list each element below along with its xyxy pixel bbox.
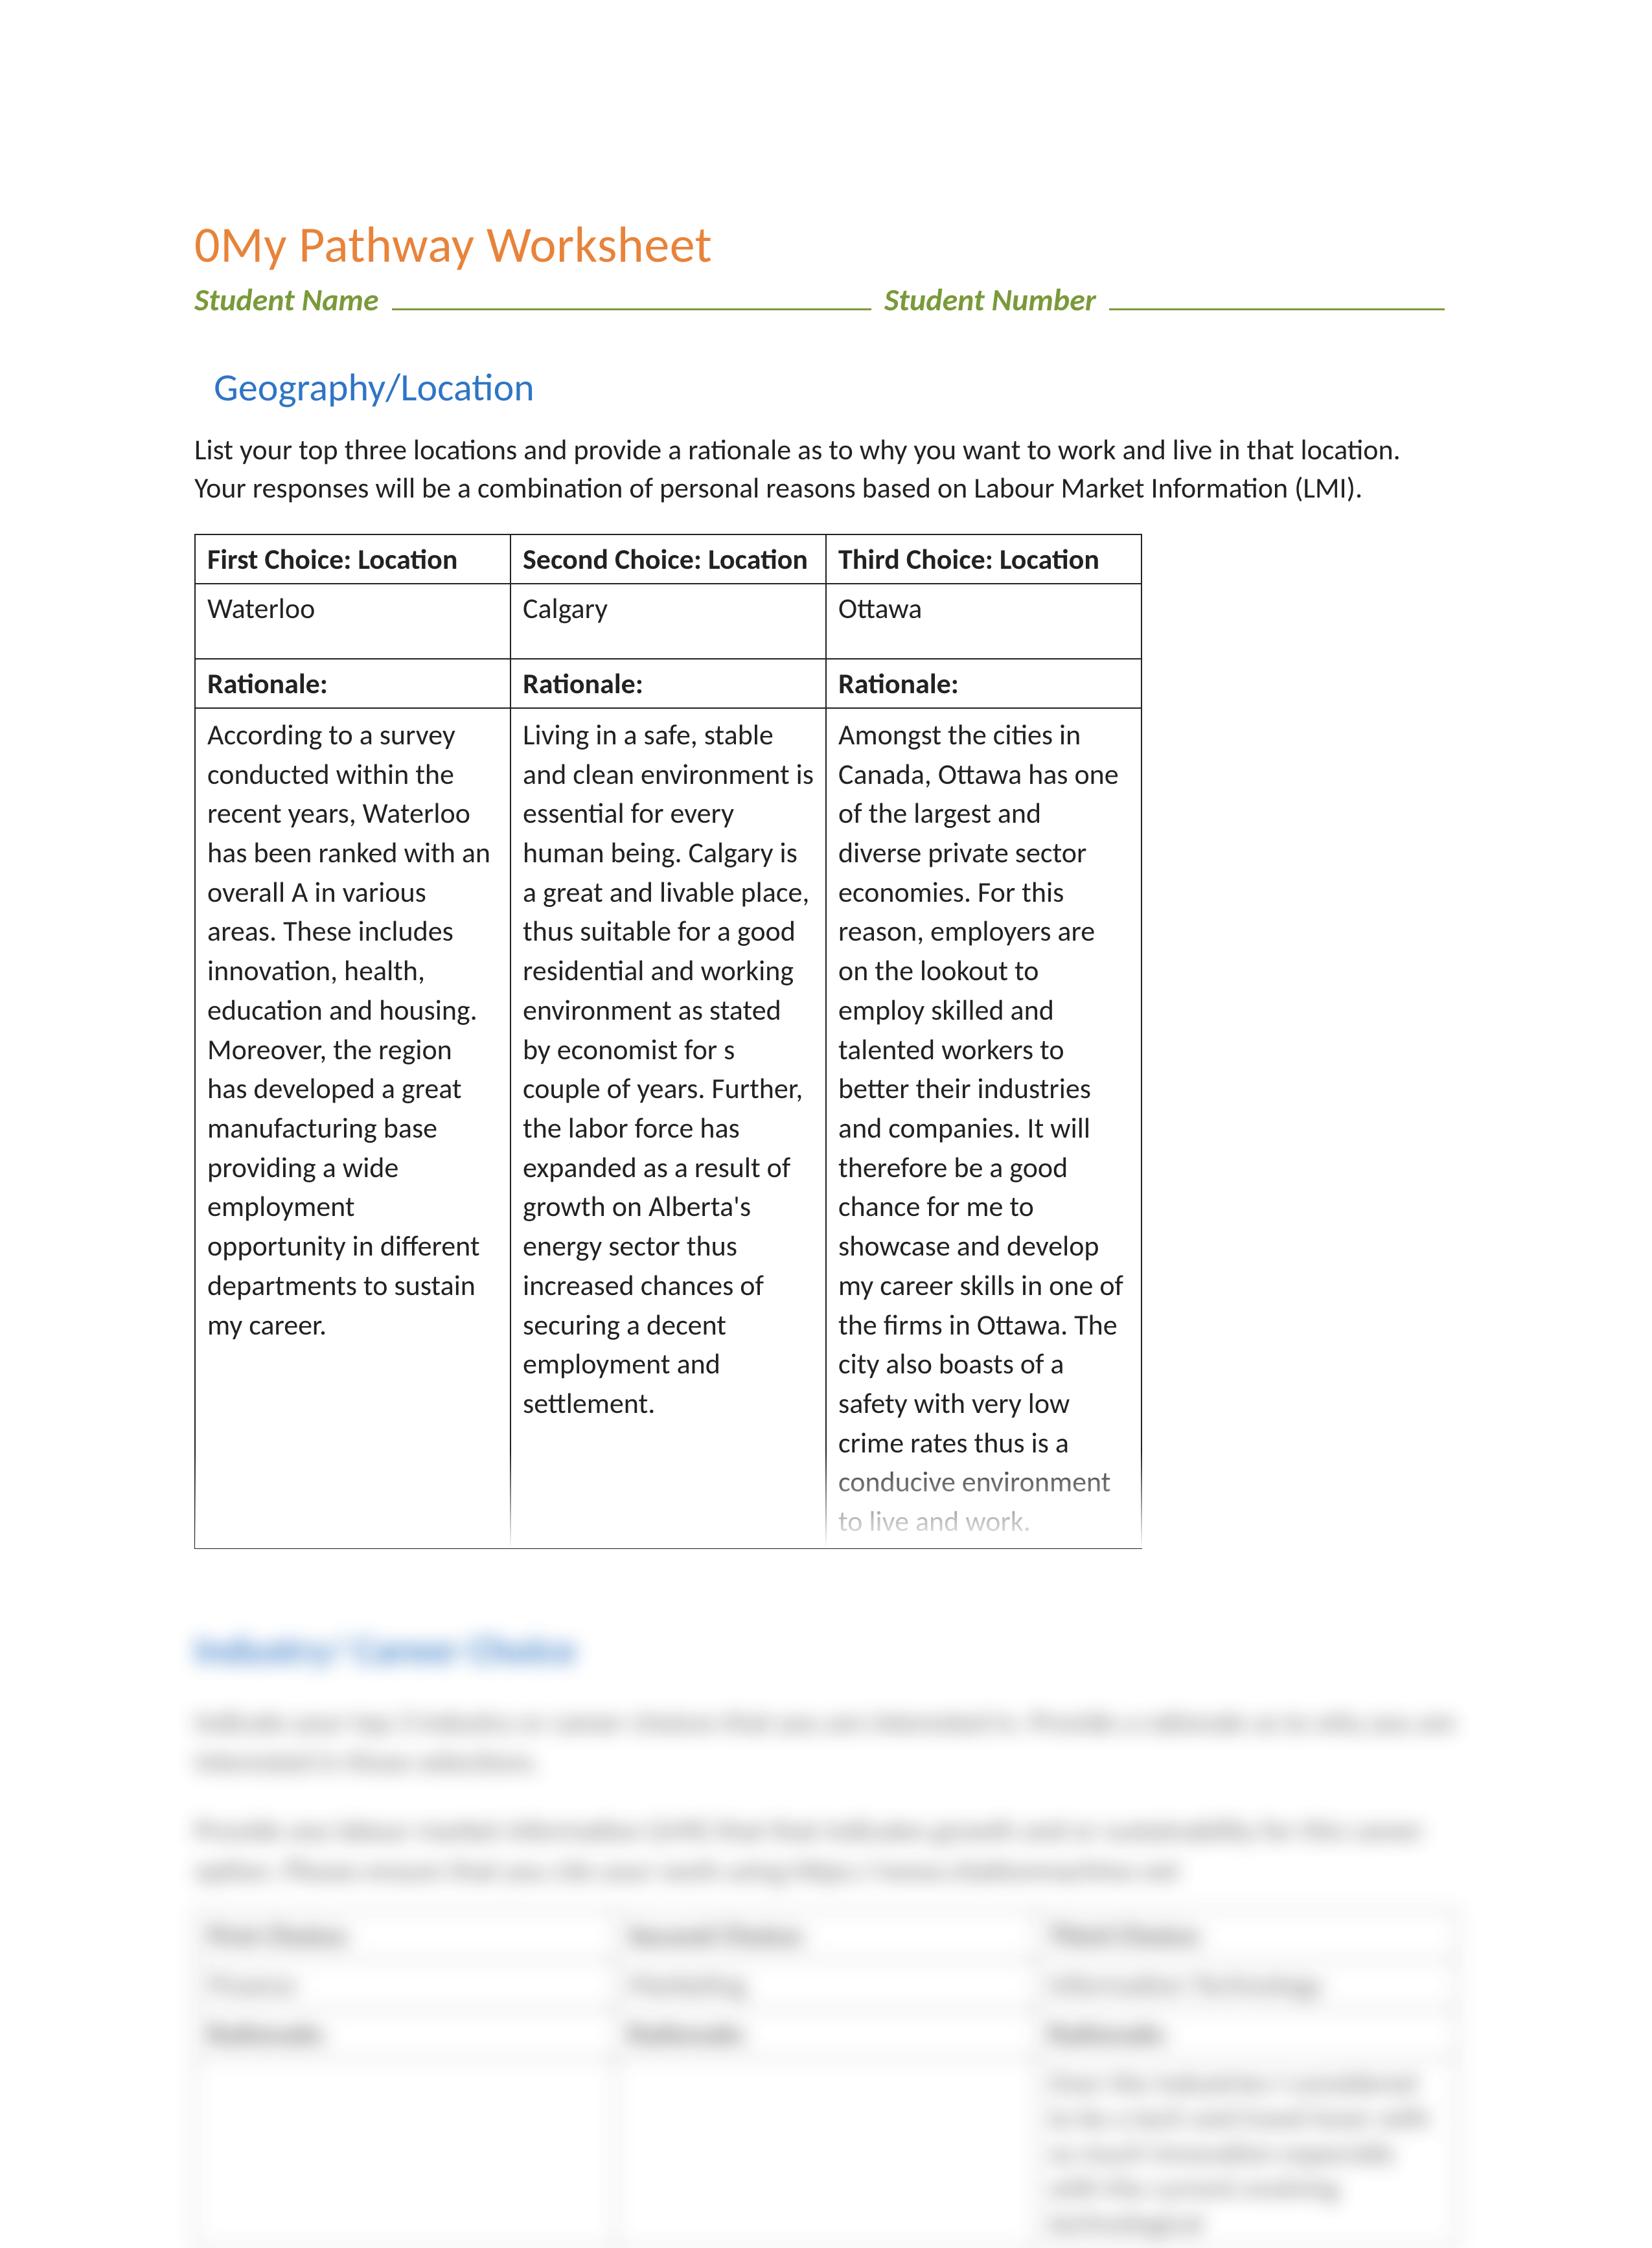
table-rationale-label-row: Rationale: Rationale: Rationale: [195, 2009, 1457, 2058]
rationale-label-3: Rationale: [826, 659, 1141, 708]
student-info-row: Student Name Student Number [194, 281, 1458, 319]
rationale-second [615, 2058, 1036, 2247]
student-number-label: Student Number [884, 281, 1096, 319]
section-heading-geography: Geography/Location [214, 364, 1458, 411]
rationale-label-1: Rationale: [195, 2009, 615, 2058]
section2-intro2: Provide any labour market information (L… [194, 1811, 1458, 1890]
rationale-label-2: Rationale: [511, 659, 826, 708]
rationale-first: According to a survey conducted within t… [195, 708, 511, 1548]
industry-table: First Choice: Second Choice: Third Choic… [194, 1910, 1458, 2248]
student-name-blank[interactable] [392, 308, 871, 310]
header-second-choice: Second Choice: [615, 1910, 1036, 1960]
header-second-choice: Second Choice: Location [511, 534, 826, 584]
rationale-label-2: Rationale: [615, 2009, 1036, 2058]
location-table: First Choice: Location Second Choice: Lo… [194, 534, 1458, 1549]
value-second: Marketing [615, 1960, 1036, 2009]
table-header-row: First Choice: Location Second Choice: Lo… [195, 534, 1457, 584]
section-heading-industry: Industry/ Career Choice [194, 1627, 1458, 1674]
rationale-label-3: Rationale: [1037, 2009, 1457, 2058]
table-header-row: First Choice: Second Choice: Third Choic… [195, 1910, 1457, 1960]
table-rationale-label-row: Rationale: Rationale: Rationale: [195, 659, 1457, 708]
table-value-row: Waterloo Calgary Ottawa [195, 584, 1457, 659]
rationale-third: Amongst the cities in Canada, Ottawa has… [826, 708, 1141, 1548]
value-first: Waterloo [195, 584, 511, 659]
value-third: Ottawa [826, 584, 1141, 659]
rationale-third: Over the industries I considered to be a… [1037, 2058, 1457, 2247]
blurred-preview-section: Industry/ Career Choice Indicate your to… [194, 1627, 1458, 2248]
section2-intro1: Indicate your top 3 industry or career c… [194, 1703, 1458, 1782]
value-third: Information Technology [1037, 1960, 1457, 2009]
header-first-choice: First Choice: Location [195, 534, 511, 584]
worksheet-page: 0My Pathway Worksheet Student Name Stude… [0, 0, 1652, 2138]
header-first-choice: First Choice: [195, 1910, 615, 1960]
value-first: Finance [195, 1960, 615, 2009]
student-name-label: Student Name [194, 281, 379, 319]
student-number-blank[interactable] [1109, 308, 1445, 310]
rationale-second: Living in a safe, stable and clean envir… [511, 708, 826, 1548]
rationale-first [195, 2058, 615, 2247]
header-third-choice: Third Choice: [1037, 1910, 1457, 1960]
table-rationale-row: According to a survey conducted within t… [195, 708, 1457, 1548]
table-value-row: Finance Marketing Information Technology [195, 1960, 1457, 2009]
page-title: 0My Pathway Worksheet [194, 214, 1458, 275]
table-rationale-row: Over the industries I considered to be a… [195, 2058, 1457, 2247]
header-third-choice: Third Choice: Location [826, 534, 1141, 584]
value-second: Calgary [511, 584, 826, 659]
section1-intro: List your top three locations and provid… [194, 431, 1458, 508]
rationale-label-1: Rationale: [195, 659, 511, 708]
